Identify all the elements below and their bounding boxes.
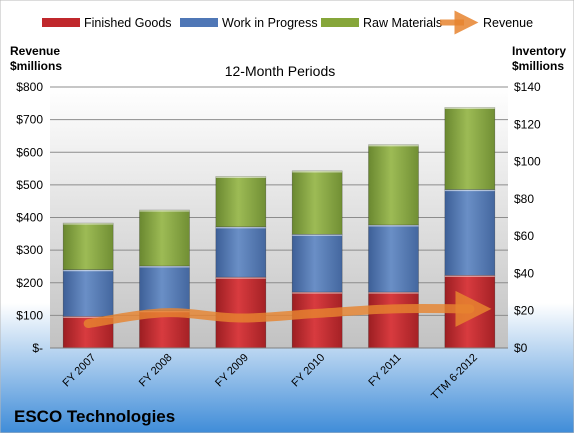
left-tick-label: $- [32,341,43,355]
bar-work-in-progress [291,233,343,293]
bar-work-in-progress [444,189,496,276]
right-tick-label: $40 [514,266,534,280]
right-axis-title-line2: $millions [512,59,564,73]
bar-raw-materials [139,209,190,267]
bar-work-in-progress [62,269,114,317]
left-y-axis: $- $100 $200 $300 $400 $500 $600 $700 $800 [16,80,43,355]
right-tick-label: $60 [514,229,534,243]
legend: Finished Goods Work in Progress Raw Mate… [42,10,533,35]
right-tick-label: $20 [514,304,534,318]
bar-raw-materials [444,107,496,190]
bar-raw-materials [215,176,267,228]
left-tick-label: $400 [16,211,43,225]
legend-swatch-raw-materials [321,18,359,27]
right-tick-label: $140 [514,80,541,94]
bar-raw-materials [368,144,419,226]
bar-work-in-progress [215,226,267,278]
left-tick-label: $500 [16,178,43,192]
left-tick-label: $700 [16,113,43,127]
left-axis-title-line1: Revenue [10,44,60,58]
bars [62,107,496,349]
legend-swatch-finished-goods [42,18,80,27]
right-tick-label: $120 [514,117,541,131]
bar-finished-goods [368,291,419,349]
left-tick-label: $800 [16,80,43,94]
bar-work-in-progress [368,224,419,293]
legend-label-revenue: Revenue [483,16,533,30]
left-tick-label: $300 [16,243,43,257]
right-tick-label: $80 [514,192,534,206]
right-y-axis: $0 $20 $40 $60 $80 $100 $120 $140 [514,80,541,355]
company-name: ESCO Technologies [14,407,175,426]
right-axis-title-line1: Inventory [512,44,566,58]
gridlines [50,86,508,316]
bar-finished-goods [215,276,267,349]
left-axis-title-line2: $millions [10,59,62,73]
right-tick-label: $100 [514,155,541,169]
bar-raw-materials [62,222,114,270]
legend-label-finished-goods: Finished Goods [84,16,172,30]
bar-raw-materials [291,170,343,235]
left-tick-label: $100 [16,308,43,322]
revenue-line [83,290,492,329]
bar-finished-goods [291,291,343,349]
bar-work-in-progress [139,265,190,312]
chart-title: 12-Month Periods [225,63,336,79]
revenue-line-group [83,290,492,329]
legend-swatch-work-in-progress [180,18,218,27]
legend-label-work-in-progress: Work in Progress [222,16,318,30]
left-tick-label: $200 [16,276,43,290]
left-tick-label: $600 [16,145,43,159]
legend-label-raw-materials: Raw Materials [363,16,442,30]
right-tick-label: $0 [514,341,528,355]
